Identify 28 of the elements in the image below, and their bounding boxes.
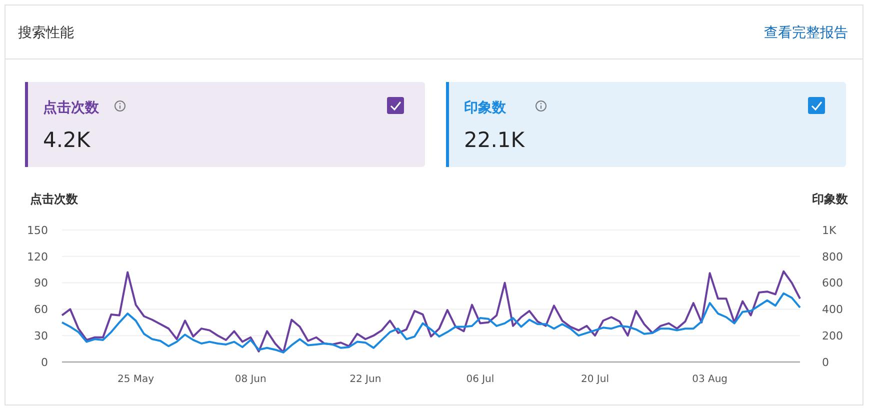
y-axis-title: 点击次数 xyxy=(30,192,79,206)
line-series xyxy=(61,270,801,354)
y2-tick-label: 600 xyxy=(822,276,843,290)
y2-tick-label: 1K xyxy=(822,224,837,237)
y2-tick-label: 0 xyxy=(822,356,829,369)
y-tick-label: 30 xyxy=(34,329,48,342)
y2-axis-title: 印象数 xyxy=(812,192,849,206)
y-tick-label: 0 xyxy=(41,356,48,369)
text: 查看完整报告 xyxy=(764,25,848,41)
x-tick-label: 08 Jun xyxy=(234,374,266,385)
y2-tick-label: 200 xyxy=(822,329,843,342)
y-tick-label: 60 xyxy=(34,303,48,316)
x-tick-label: 20 Jul xyxy=(581,374,609,385)
line-series xyxy=(61,292,801,354)
x-tick-label: 06 Jul xyxy=(466,374,494,385)
text: 印象数 xyxy=(464,100,507,116)
y-tick-label: 150 xyxy=(27,224,48,237)
text: 22.1K xyxy=(464,128,526,152)
y2-tick-label: 400 xyxy=(822,303,843,316)
x-tick-label: 22 Jun xyxy=(350,374,382,385)
text: 点击次数 xyxy=(43,100,100,116)
text: 4.2K xyxy=(43,128,92,152)
x-tick-label: 03 Aug xyxy=(692,374,728,385)
x-tick-label: 25 May xyxy=(118,374,154,385)
y-tick-label: 120 xyxy=(27,250,48,264)
chart-title: 搜索性能 xyxy=(18,25,74,41)
y-tick-label: 90 xyxy=(34,276,48,290)
y2-tick-label: 800 xyxy=(822,250,843,264)
